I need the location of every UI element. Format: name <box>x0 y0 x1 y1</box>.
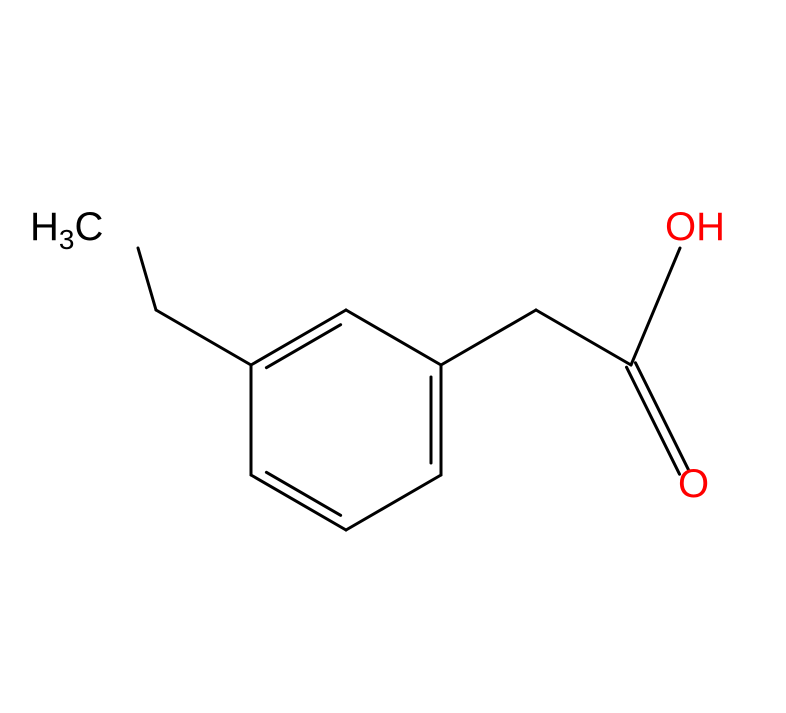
atom-text-o: O <box>678 462 709 506</box>
atom-text-oh: OH <box>665 205 725 249</box>
atom-label-ch3: H3C <box>30 205 103 256</box>
molecule-canvas <box>0 0 786 713</box>
atom-label-o: O <box>678 462 709 507</box>
atom-label-oh: OH <box>665 205 725 250</box>
atom-text-h3c: H3C <box>30 205 103 249</box>
